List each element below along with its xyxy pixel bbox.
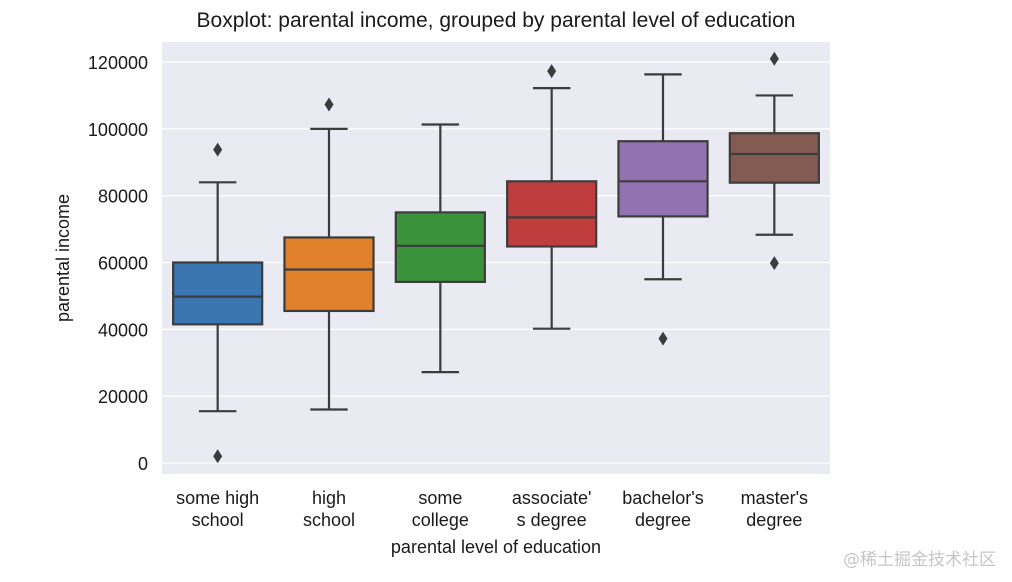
y-axis-ticks: 0 20000 40000 60000 80000 100000 120000 — [88, 53, 148, 474]
outlier-point — [213, 142, 223, 157]
box-master-s-degree — [728, 51, 820, 271]
x-tick-label: some high school — [176, 488, 259, 530]
box-high-school — [283, 97, 375, 411]
y-axis-label: parental income — [53, 194, 73, 322]
outlier-point — [213, 449, 223, 464]
x-tick-label: some college — [412, 488, 469, 530]
outlier-point — [547, 64, 557, 79]
chart-title: Boxplot: parental income, grouped by par… — [197, 9, 796, 32]
box-iqr — [506, 180, 598, 248]
plot-area — [162, 42, 830, 474]
outlier-point — [324, 97, 334, 112]
x-tick-label: bachelor's degree — [622, 488, 703, 530]
y-tick-label: 120000 — [88, 53, 148, 73]
y-tick-label: 100000 — [88, 120, 148, 140]
outlier-point — [769, 51, 779, 66]
box-some-high-school — [172, 142, 264, 464]
y-tick-label: 60000 — [98, 254, 148, 274]
box-iqr — [617, 140, 709, 218]
outlier-point — [769, 256, 779, 271]
box-some-college — [394, 123, 486, 374]
x-tick-label: associate' s degree — [512, 488, 591, 530]
gridlines — [162, 61, 830, 464]
box-iqr — [172, 261, 264, 326]
x-tick-label: high school — [303, 488, 355, 530]
box-iqr — [394, 211, 486, 283]
x-axis-ticks: some high school high school some college asso… — [176, 488, 808, 530]
y-tick-label: 40000 — [98, 320, 148, 340]
watermark-text: @稀土掘金技术社区 — [843, 550, 996, 570]
x-tick-label: master's degree — [741, 488, 808, 530]
box-iqr — [728, 132, 820, 184]
boxes — [172, 51, 820, 464]
y-tick-label: 20000 — [98, 387, 148, 407]
y-tick-label: 0 — [138, 454, 148, 474]
box-associate-s-degree — [506, 64, 598, 330]
box-bachelor-s-degree — [617, 73, 709, 346]
x-axis-label: parental level of education — [391, 537, 601, 557]
box-iqr — [283, 236, 375, 313]
y-tick-label: 80000 — [98, 187, 148, 207]
outlier-point — [658, 331, 668, 346]
